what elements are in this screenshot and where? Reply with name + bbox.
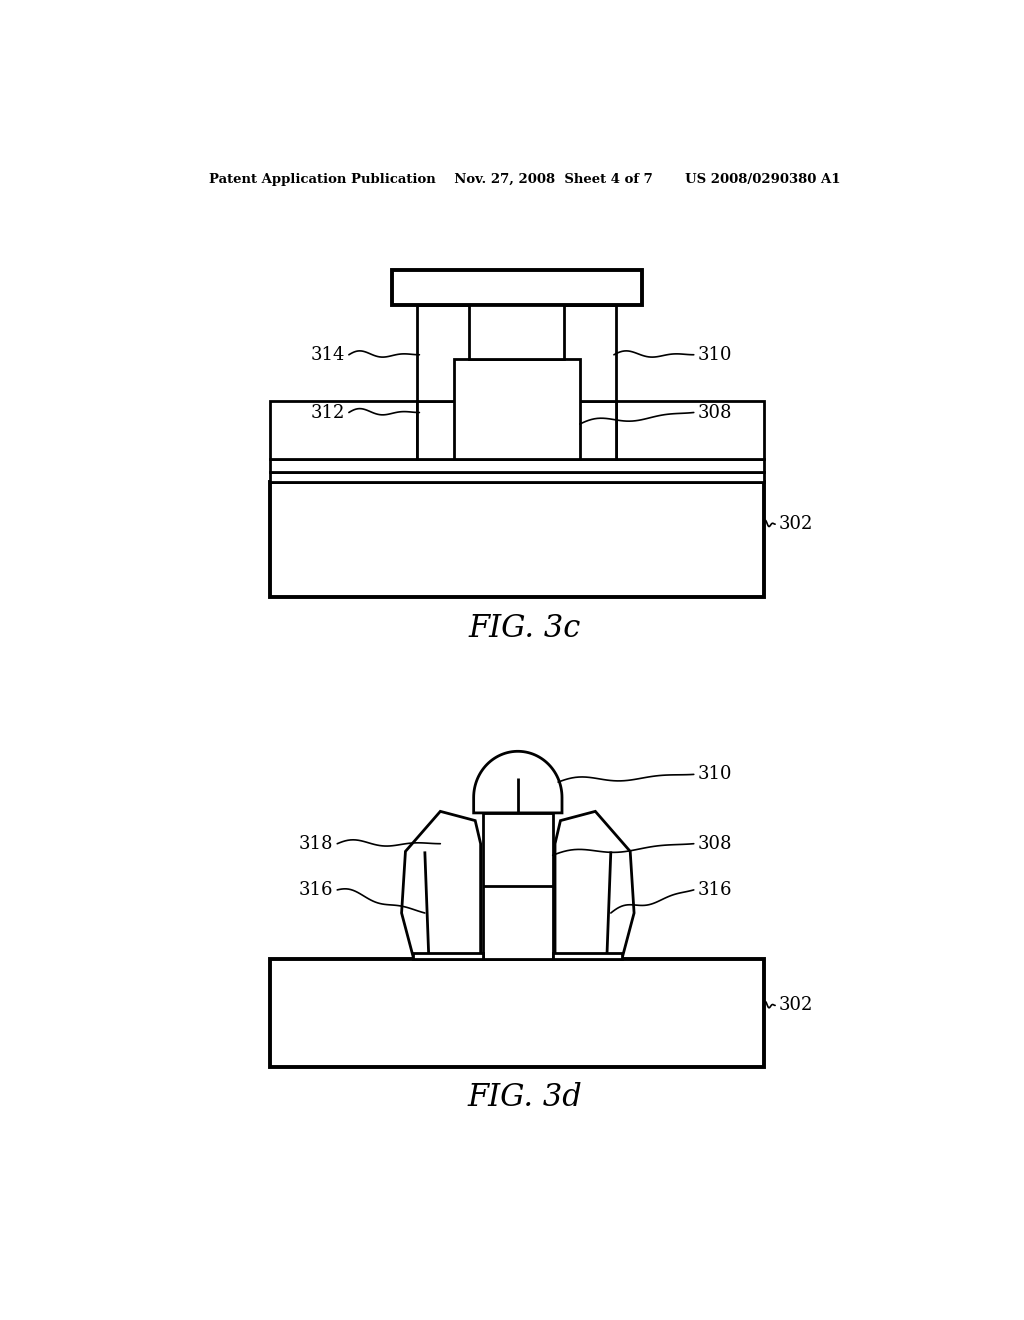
Bar [483,813,553,960]
Text: 316: 316 [697,880,732,899]
Bar [414,953,483,960]
Bar [270,482,764,598]
Text: 314: 314 [310,346,345,364]
Bar [417,401,616,459]
Text: 312: 312 [310,404,345,421]
Bar [270,459,764,471]
Text: 310: 310 [697,766,732,783]
Text: 318: 318 [299,834,334,853]
Text: FIG. 3c: FIG. 3c [469,612,581,644]
Bar [270,401,417,459]
Text: 308: 308 [697,834,732,853]
Bar [391,271,642,305]
Bar [553,953,623,960]
Bar [454,359,580,459]
Text: 316: 316 [299,880,334,899]
Text: 302: 302 [779,515,813,533]
Bar [616,401,764,459]
Bar [417,305,616,401]
Text: 308: 308 [697,404,732,421]
Text: 302: 302 [779,997,813,1014]
Bar [270,960,764,1067]
Bar [469,305,564,359]
Text: Patent Application Publication    Nov. 27, 2008  Sheet 4 of 7       US 2008/0290: Patent Application Publication Nov. 27, … [209,173,841,186]
Text: 310: 310 [697,346,732,364]
Bar [270,471,764,482]
Text: FIG. 3d: FIG. 3d [467,1082,583,1113]
